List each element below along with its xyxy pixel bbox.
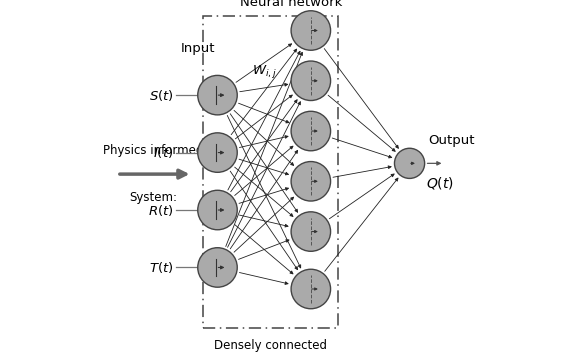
Text: Output: Output [428, 134, 475, 146]
Circle shape [198, 75, 237, 115]
Circle shape [198, 190, 237, 230]
Bar [203, 16, 338, 328]
Text: System:: System: [129, 191, 177, 204]
Circle shape [291, 111, 331, 151]
Circle shape [291, 11, 331, 50]
Circle shape [291, 269, 331, 309]
Text: $R(t)$: $R(t)$ [148, 202, 173, 218]
Text: $I(t)$: $I(t)$ [153, 145, 173, 160]
Circle shape [291, 212, 331, 251]
Text: $W_{i,j}$: $W_{i,j}$ [252, 63, 277, 80]
Circle shape [198, 133, 237, 172]
Text: $Q(t)$: $Q(t)$ [427, 175, 454, 191]
Text: Neural network: Neural network [240, 0, 342, 9]
Circle shape [394, 148, 425, 178]
Circle shape [291, 61, 331, 101]
Text: Physics informed: Physics informed [103, 144, 203, 157]
Text: Densely connected: Densely connected [214, 339, 327, 352]
Circle shape [198, 248, 237, 287]
Text: $T(t)$: $T(t)$ [149, 260, 173, 275]
Circle shape [291, 162, 331, 201]
Text: Input: Input [181, 42, 216, 55]
Text: $S(t)$: $S(t)$ [148, 88, 173, 103]
